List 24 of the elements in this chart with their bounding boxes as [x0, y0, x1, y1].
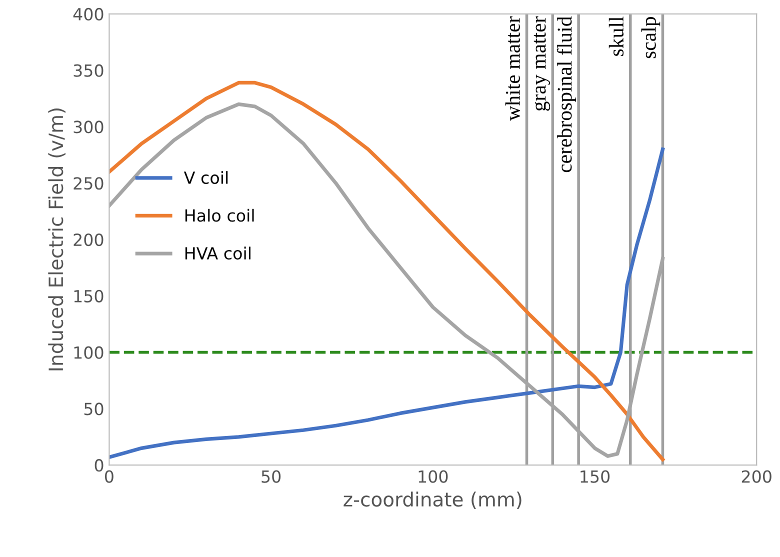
x-tick-label: 50	[262, 470, 281, 483]
y-tick-label: 350	[74, 64, 104, 77]
y-tick-label: 300	[74, 120, 104, 134]
ref-line-label: skull	[608, 16, 624, 56]
x-tick-label: 100	[418, 470, 448, 483]
y-tick-label: 100	[74, 346, 104, 359]
legend-label: HVA coil	[185, 246, 250, 260]
legend-label: Halo coil	[185, 208, 254, 222]
ref-line-label: scalp	[641, 17, 660, 58]
y-tick-label: 400	[73, 8, 104, 20]
y-tick-label: 250	[74, 177, 104, 190]
y-tick-label: 50	[84, 402, 104, 416]
x-tick-label: 0	[104, 470, 114, 483]
x-tick-label: 150	[580, 470, 610, 483]
y-tick-label: 150	[74, 290, 104, 302]
ref-line-label: white matter	[505, 16, 520, 121]
x-tick-label: 200	[742, 470, 772, 483]
y-axis-title: Induced Electric Field (v/m)	[48, 108, 66, 370]
y-tick-label: 0	[94, 459, 104, 472]
ref-line-label: gray matter	[534, 16, 550, 111]
x-axis-title: z-coordinate (mm)	[344, 492, 522, 509]
ref-line-label: cerebrospinal fluid	[556, 16, 576, 172]
legend-label: V coil	[184, 171, 228, 184]
y-tick-label: 200	[74, 233, 104, 246]
